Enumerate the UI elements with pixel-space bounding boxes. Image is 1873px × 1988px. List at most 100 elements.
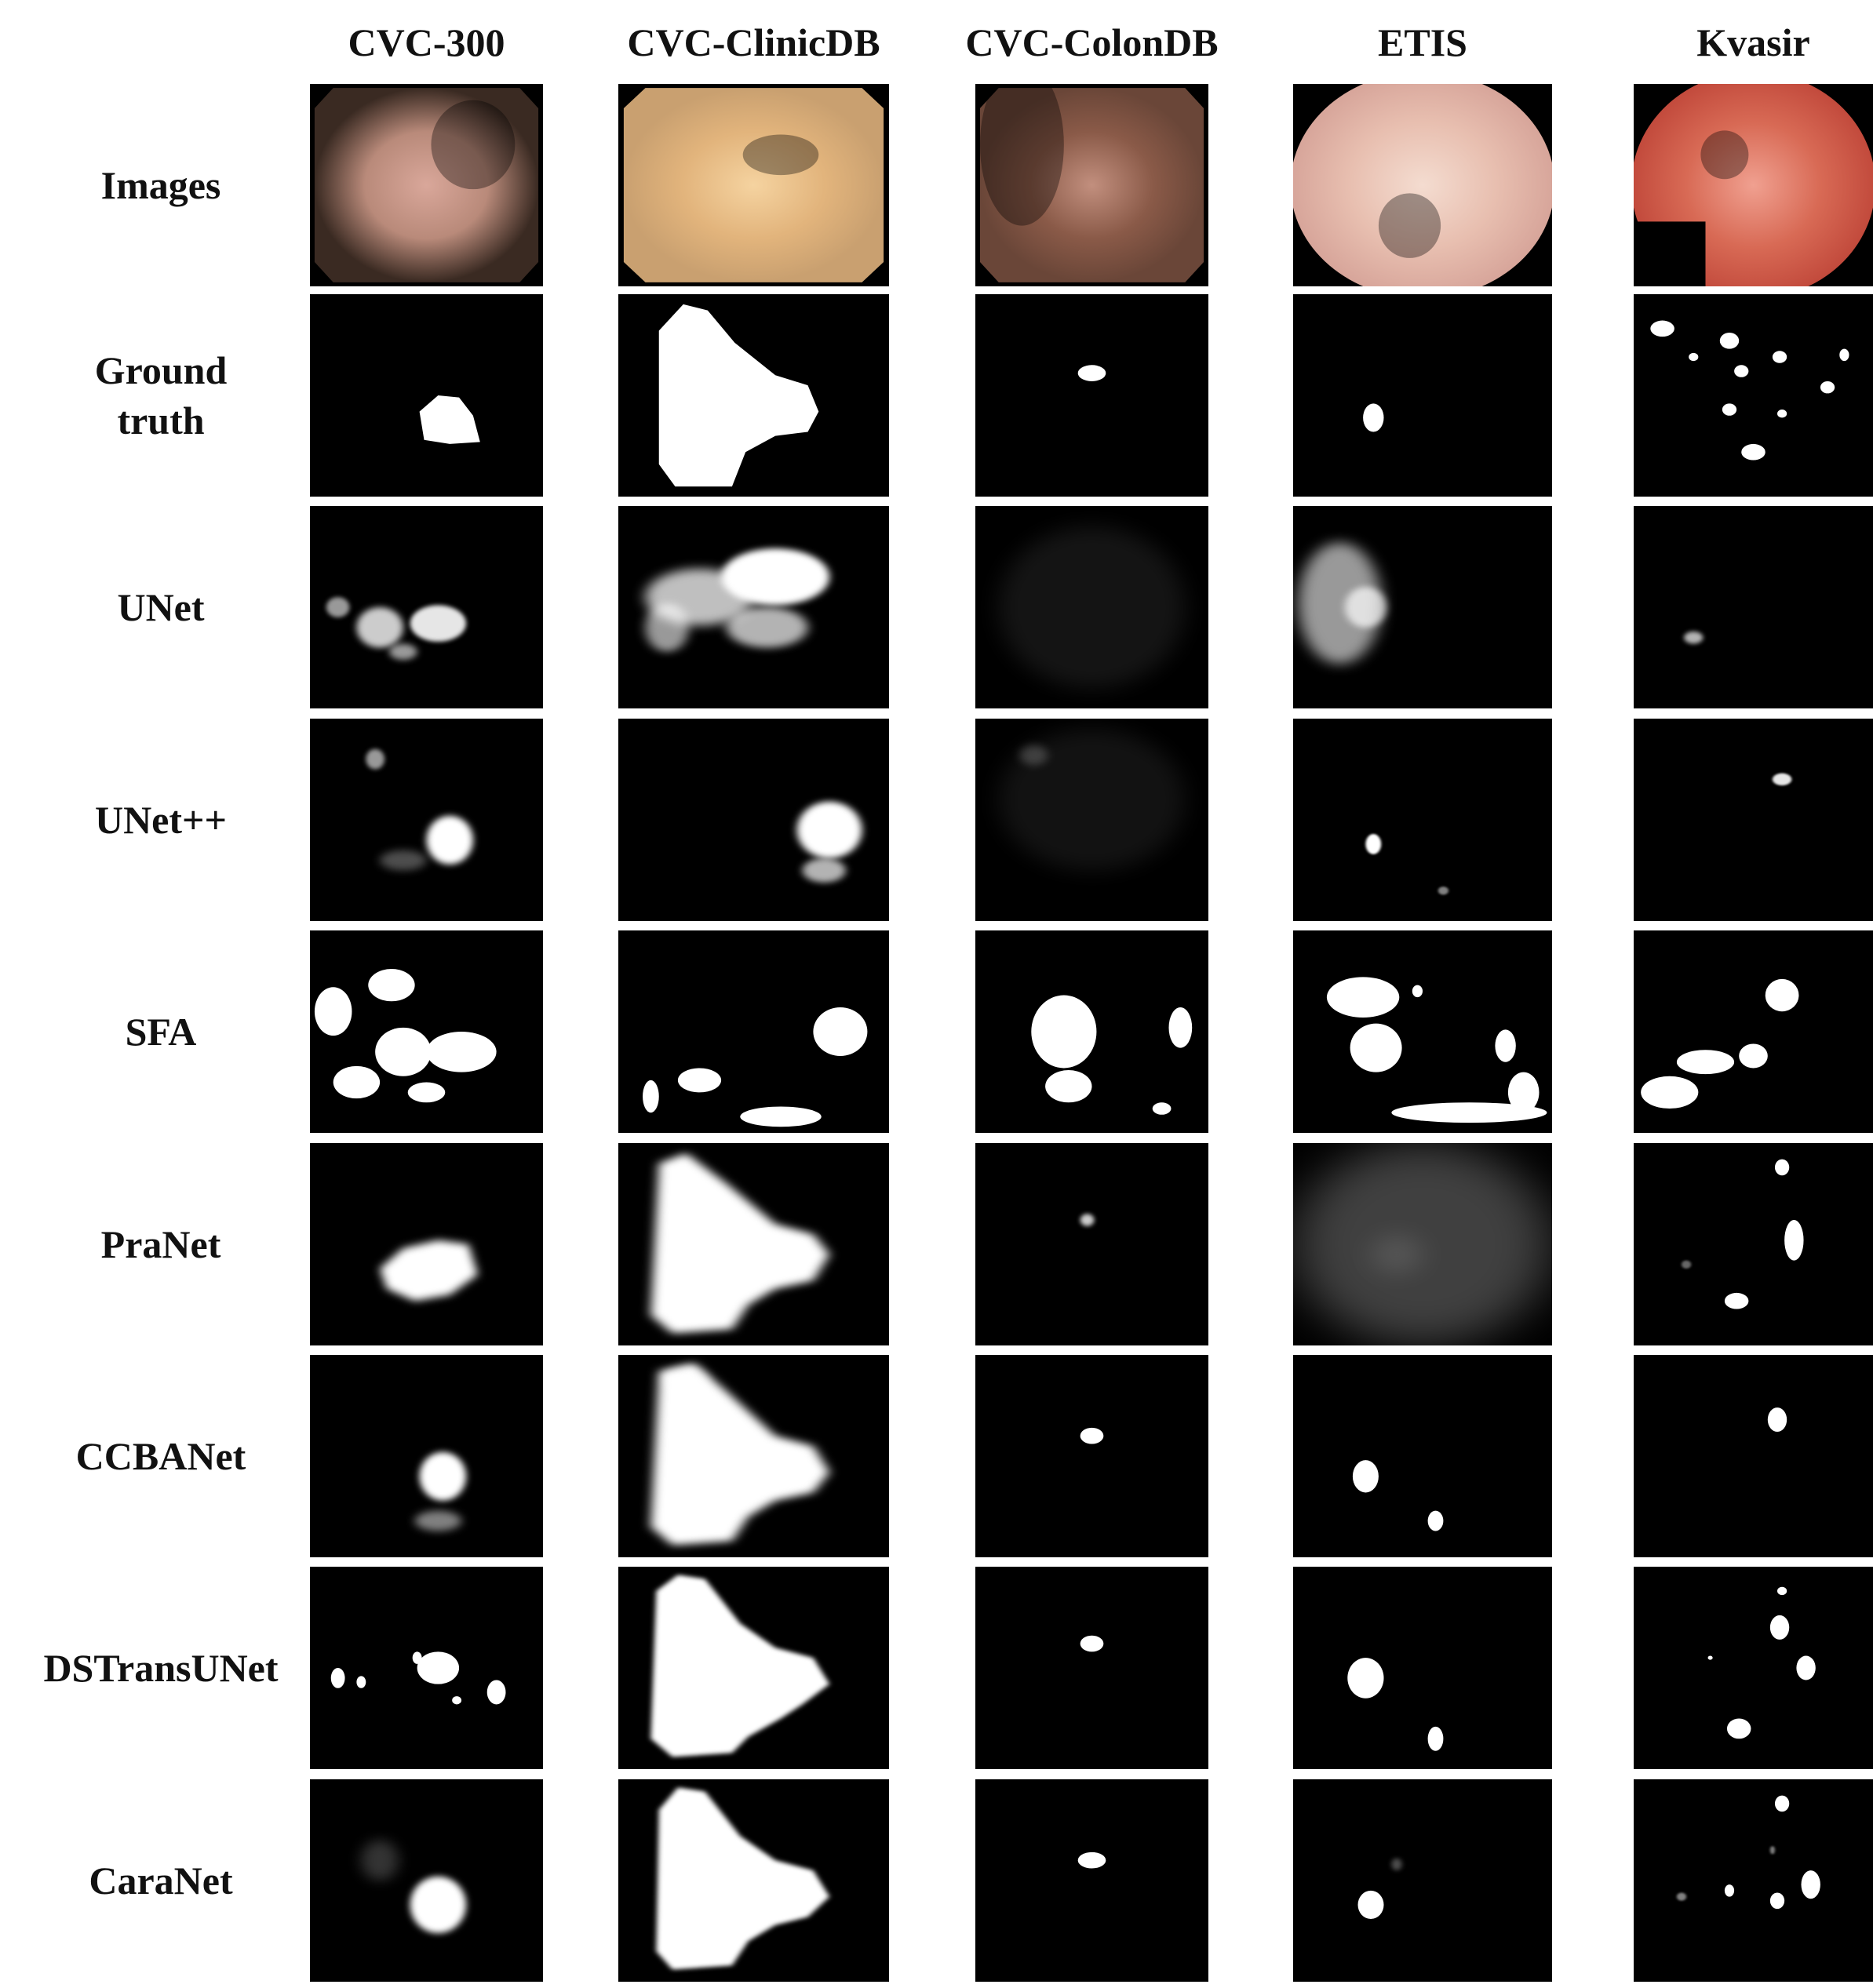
column-header-cvc-300: CVC-300: [348, 20, 505, 64]
mask-region: [1045, 1070, 1092, 1103]
mask-region: [333, 1065, 381, 1099]
endoscopic-image-etis: [1293, 84, 1552, 286]
mask-region: [1707, 1655, 1713, 1660]
endoscopic-image-cvc-colondb: [975, 84, 1208, 286]
mask-unet-cvc-clinicdb: [618, 506, 889, 708]
mask-region: [1641, 1076, 1699, 1109]
endoscopic-image-kvasir: [1634, 84, 1873, 286]
mask-ccbanet-cvc-300: [310, 1355, 543, 1557]
mask-pranet-cvc-colondb: [975, 1143, 1208, 1345]
mask-region: [1769, 1615, 1790, 1640]
mask-region: [380, 850, 427, 871]
mask-region: [356, 1676, 366, 1688]
mask-region: [650, 1152, 830, 1334]
mask-region: [410, 1876, 466, 1934]
mask-region: [1412, 985, 1423, 998]
endoscopic-image-cvc-clinicdb: [618, 84, 889, 286]
mask-region: [643, 1080, 659, 1113]
mask-region: [1777, 410, 1787, 418]
mask-region: [1298, 542, 1382, 664]
mask-region: [1767, 1407, 1787, 1433]
mask-region: [1019, 745, 1048, 766]
mask-region: [1734, 365, 1749, 377]
row-header-unet: UNet++: [94, 798, 228, 842]
column-header-cvc-colondb: CVC-ColonDB: [965, 20, 1219, 64]
mask-region: [1719, 333, 1740, 349]
mask-region: [1152, 1102, 1172, 1115]
mask-unet-cvc-colondb: [975, 719, 1208, 921]
mask-region: [1077, 365, 1106, 381]
mask-dstransunet-kvasir: [1634, 1567, 1873, 1769]
mask-region: [1774, 1795, 1790, 1812]
mask-region: [1839, 348, 1849, 362]
mask-sfa-cvc-clinicdb: [618, 930, 889, 1133]
mask-sfa-cvc-colondb: [975, 930, 1208, 1133]
mask-region: [658, 304, 819, 487]
mask-region: [1080, 1635, 1104, 1652]
mask-region: [1357, 1890, 1384, 1920]
mask-pranet-cvc-clinicdb: [618, 1143, 889, 1345]
mask-sfa-etis: [1293, 930, 1552, 1133]
mask-region: [426, 815, 473, 865]
mask-region: [656, 1787, 830, 1970]
mask-region: [1080, 1214, 1095, 1226]
mask-unet-cvc-300: [310, 506, 543, 708]
mask-caranet-kvasir: [1634, 1779, 1873, 1982]
mask-region: [452, 1696, 462, 1705]
mask-region: [1371, 1234, 1423, 1275]
row-header-dstransunet: DSTransUNet: [43, 1646, 279, 1690]
mask-region: [1077, 1851, 1106, 1869]
row-header-ground-truth: Ground truth: [94, 348, 228, 442]
mask-region: [1352, 1460, 1379, 1493]
mask-ground-truth-kvasir: [1634, 294, 1873, 497]
mask-unet-etis: [1293, 719, 1552, 921]
mask-unet-cvc-colondb: [975, 506, 1208, 708]
mask-region: [1722, 403, 1737, 416]
mask-region: [356, 607, 403, 648]
mask-pranet-etis: [1293, 1143, 1552, 1345]
row-header-caranet: CaraNet: [89, 1859, 233, 1902]
row-header-sfa: SFA: [125, 1010, 197, 1054]
mask-region: [1391, 1102, 1547, 1123]
mask-region: [410, 605, 466, 642]
mask-region: [407, 1082, 446, 1103]
row-header-unet: UNet: [117, 585, 205, 629]
mask-region: [664, 1367, 708, 1392]
mask-region: [417, 1651, 460, 1684]
mask-region: [419, 395, 480, 444]
mask-region: [1777, 1586, 1787, 1596]
mask-region: [1427, 1726, 1444, 1751]
mask-region: [412, 1651, 422, 1664]
mask-region: [1739, 1043, 1768, 1069]
row-header-images: Images: [100, 163, 221, 207]
mask-region: [419, 1451, 466, 1501]
mask-region: [375, 1027, 432, 1076]
mask-region: [366, 748, 385, 770]
mask-ccbanet-kvasir: [1634, 1355, 1873, 1557]
mask-region: [1774, 1159, 1790, 1176]
mask-region: [1684, 631, 1704, 644]
mask-caranet-cvc-colondb: [975, 1779, 1208, 1982]
mask-region: [1726, 1718, 1751, 1739]
mask-region: [1682, 1260, 1692, 1269]
mask-region: [1676, 1892, 1687, 1901]
mask-region: [380, 1240, 478, 1302]
mask-unet-cvc-clinicdb: [618, 719, 889, 921]
mask-region: [1363, 403, 1384, 432]
mask-region: [998, 728, 1186, 871]
mask-region: [650, 1575, 830, 1757]
endoscopic-image-cvc-300: [310, 84, 543, 286]
mask-region: [1293, 1143, 1552, 1345]
mask-region: [1796, 1655, 1816, 1680]
mask-region: [1801, 1870, 1820, 1899]
mask-region: [1741, 443, 1766, 461]
mask-dstransunet-cvc-clinicdb: [618, 1567, 889, 1769]
mask-region: [1772, 773, 1792, 786]
mask-region: [326, 597, 350, 617]
mask-region: [1772, 351, 1787, 363]
mask-ground-truth-cvc-300: [310, 294, 543, 497]
mask-ground-truth-etis: [1293, 294, 1552, 497]
mask-region: [1765, 978, 1799, 1012]
mask-sfa-kvasir: [1634, 930, 1873, 1133]
mask-region: [1495, 1029, 1516, 1062]
